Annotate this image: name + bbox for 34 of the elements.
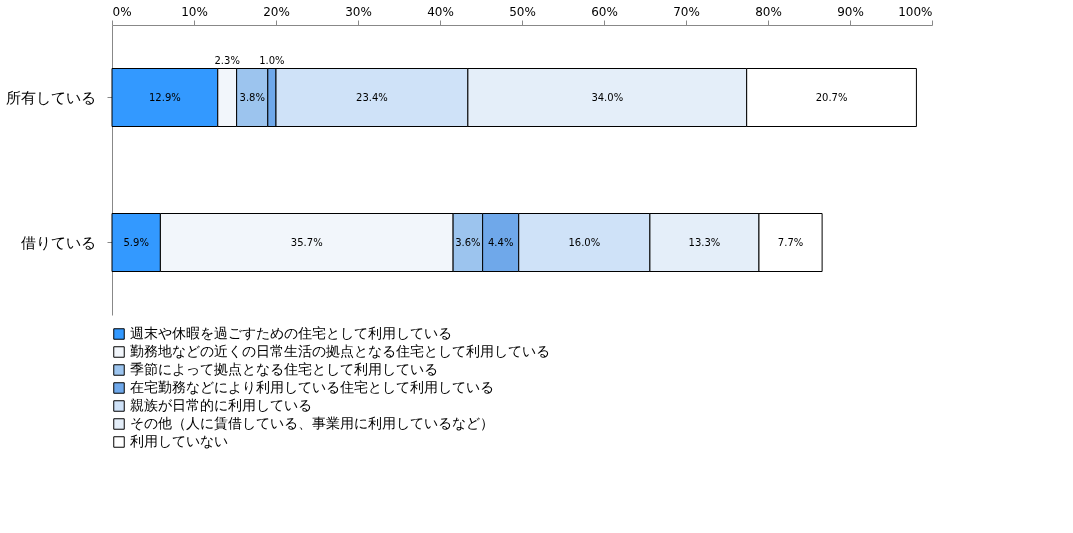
legend-label: 週末や休暇を過ごすための住宅として利用している [130,325,452,341]
legend-label: 利用していない [130,433,228,449]
data-label: 16.0% [568,236,601,248]
y-tick-label: 借りている [20,233,96,252]
x-tick-label: 80% [755,4,782,19]
x-tick-label: 30% [345,4,372,19]
data-label: 5.9% [123,236,149,248]
x-tick-label: 50% [509,4,536,19]
data-label: 4.4% [487,236,514,248]
x-tick-label: 20% [263,4,290,19]
legend-label: 季節によって拠点となる住宅として利用している [130,361,438,377]
data-label: 7.7% [777,236,804,248]
data-label: 34.0% [591,91,624,103]
data-label: 12.9% [149,91,181,103]
x-tick-label: 90% [837,4,864,19]
legend-label: 勤務地などの近くの日常生活の拠点となる住宅として利用している [130,343,550,359]
data-label: 13.3% [688,236,721,248]
x-tick-label: 40% [427,4,454,19]
data-label: 23.4% [356,91,388,103]
legend-label: その他（人に賃借している、事業用に利用しているなど） [130,415,494,431]
data-label: 1.0% [259,54,285,66]
x-tick-label: 70% [673,4,700,19]
data-label: 35.7% [290,236,323,248]
x-tick-label: 0% [112,4,132,19]
data-label: 3.8% [239,91,265,103]
legend-label: 在宅勤務などにより利用している住宅として利用している [130,379,494,395]
legend-label: 親族が日常的に利用している [130,397,312,413]
x-tick-label: 60% [591,4,618,19]
y-tick-label: 所有している [5,88,96,107]
data-label: 20.7% [815,91,848,103]
data-label: 2.3% [214,54,240,66]
x-tick-label: 100% [898,4,933,19]
data-label: 3.6% [455,236,481,248]
x-tick-label: 10% [181,4,208,19]
